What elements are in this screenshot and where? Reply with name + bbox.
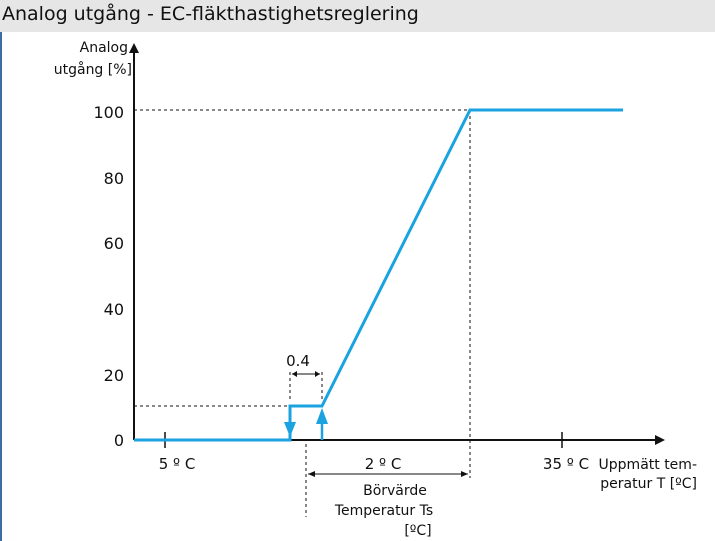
falling-arrow-icon: [284, 422, 296, 437]
x-tick-label-left: 5 º C: [159, 455, 196, 473]
band-label: 2 º C: [365, 455, 402, 473]
y-tick-label: 0: [114, 431, 124, 450]
y-axis-label-line-2: utgång [%]: [54, 61, 132, 78]
control-curve: [134, 108, 623, 442]
page-title: Analog utgång - EC-fläkthastighetsregler…: [2, 3, 419, 25]
band-arrow-right: [461, 471, 468, 477]
hysteresis-label: 0.4: [286, 352, 310, 370]
band-arrow-left: [308, 471, 315, 477]
x-tick-label-right: 35 º C: [543, 455, 589, 473]
setpoint-label-line-2: Temperatur Ts: [334, 503, 433, 519]
left-edge-rule: [0, 32, 2, 541]
y-tick-label: 80: [104, 169, 124, 188]
hysteresis-arrow-right: [315, 371, 320, 377]
y-tick-label: 60: [104, 234, 124, 253]
y-tick-label: 40: [104, 300, 124, 319]
ec-fan-control-diagram: Analog utgång [%] 0 20 40 60 80 100 5 º …: [54, 40, 697, 539]
x-axis-label-line-1: Uppmätt tem-: [599, 457, 697, 473]
y-axis-label-line-1: Analog: [80, 40, 128, 56]
setpoint-label-line-1: Börvärde: [363, 483, 427, 499]
y-ticks: 0 20 40 60 80 100: [93, 103, 124, 450]
y-tick-label: 20: [104, 366, 124, 385]
hysteresis-arrow-left: [292, 371, 297, 377]
setpoint-label-line-3: [ºC]: [404, 523, 431, 539]
x-axis-label-line-2: peratur T [ºC]: [600, 476, 697, 492]
y-tick-label: 100: [93, 103, 124, 122]
header-bar: Analog utgång - EC-fläkthastighetsregler…: [0, 0, 715, 32]
rising-arrow-icon: [316, 408, 328, 424]
